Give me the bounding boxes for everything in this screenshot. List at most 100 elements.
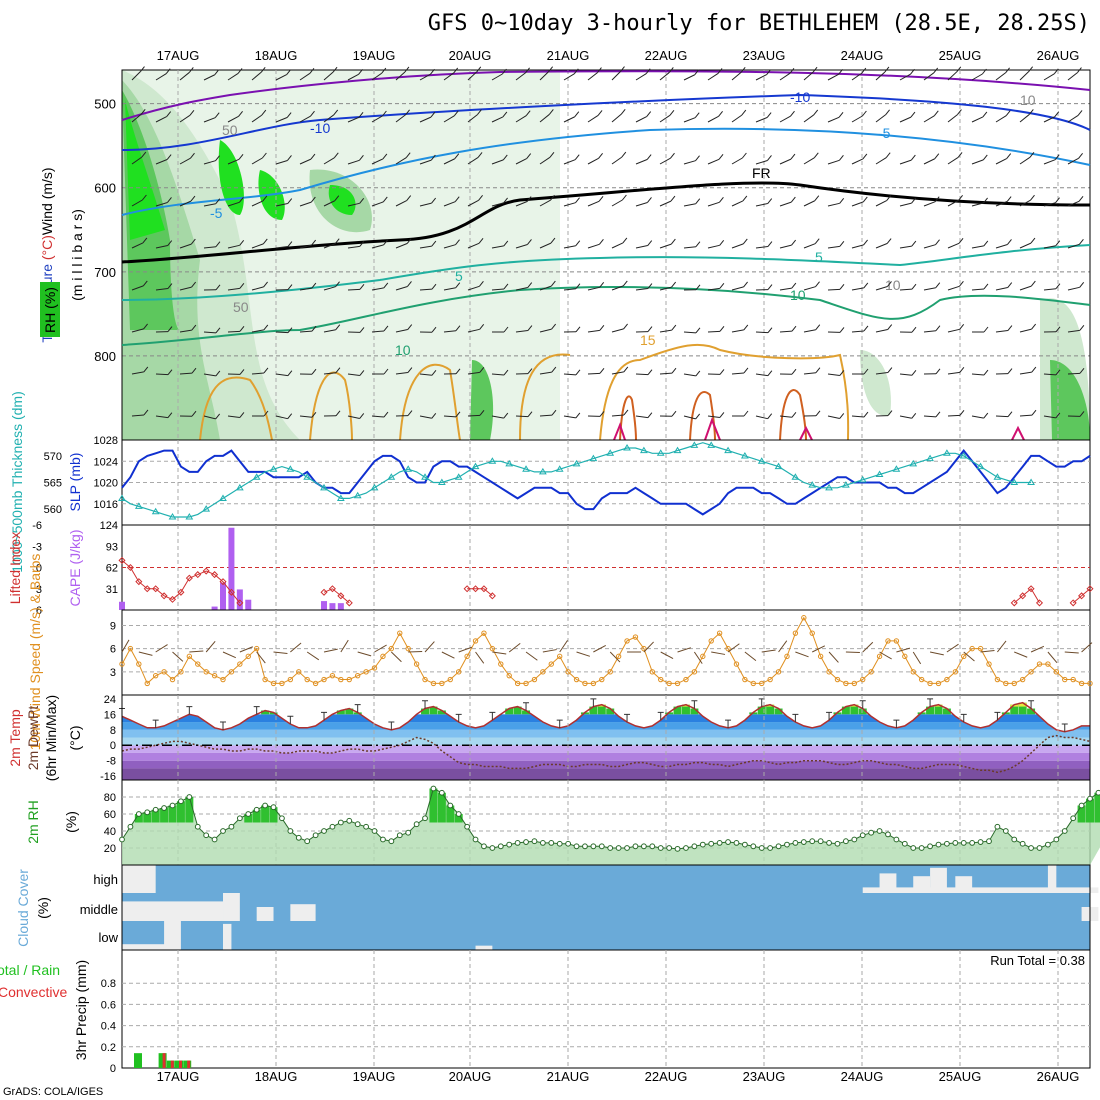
wind-barb-flag	[575, 283, 581, 290]
wind-barb-flag	[479, 367, 485, 373]
wind-barb	[995, 201, 1008, 207]
temp-contour	[689, 391, 716, 441]
wind-barb	[131, 285, 144, 291]
wind-barb	[203, 74, 216, 81]
wind-barb-flag	[743, 367, 749, 374]
rh-marker	[363, 823, 370, 830]
wind-barb-flag	[743, 410, 749, 417]
temp-contour	[121, 70, 1091, 121]
wind-barb	[395, 372, 408, 375]
wind-barb	[971, 159, 984, 165]
wind-barb-flag	[694, 69, 700, 76]
wind-barb-flag	[383, 239, 388, 246]
wind-speed-marker	[186, 653, 193, 660]
wind-barb-flag	[286, 112, 292, 118]
temp-minmax-bar	[960, 713, 967, 723]
y-tick-label: 500	[94, 97, 116, 112]
wind-barb	[515, 330, 528, 333]
wind-speed-marker	[708, 638, 714, 644]
wind-speed-marker	[1028, 669, 1034, 675]
wind-barb-10m	[239, 646, 254, 653]
wind-barb	[875, 157, 887, 165]
wind-barb-flag	[383, 282, 389, 289]
wind-barb-flag	[479, 323, 485, 330]
wind-barb	[899, 202, 912, 207]
wind-barb-flag	[166, 111, 172, 117]
wind-barb-10m	[492, 651, 507, 655]
wind-barb-flag	[767, 198, 773, 204]
wind-barb	[995, 330, 1008, 333]
wind-barb	[563, 202, 576, 207]
wind-barb-flag	[983, 283, 989, 290]
date-label-top: 26AUG	[1037, 48, 1080, 63]
wind-barb	[467, 285, 480, 291]
wind-barb-flag	[1007, 411, 1013, 417]
wind-barb-flag	[597, 110, 603, 116]
wind-barb-10m	[997, 640, 1007, 653]
wind-barb-10m	[441, 651, 455, 659]
wind-speed-marker	[144, 680, 150, 687]
rh-marker	[624, 845, 630, 851]
wind-barb-10m	[778, 640, 788, 653]
wind-barb-flag	[191, 367, 197, 374]
wind-barb-flag	[167, 412, 173, 418]
wind-speed-marker	[270, 680, 277, 687]
wind-barb-flag	[333, 152, 339, 159]
thickness-marker	[387, 473, 396, 480]
wind-barb-flag	[551, 323, 557, 330]
rh-marker	[455, 811, 462, 817]
temp-minmax-bar	[1061, 723, 1068, 732]
contour-label: 10	[885, 277, 901, 293]
temp-minmax-bar	[725, 719, 732, 728]
wind-barb-flag	[238, 111, 243, 117]
wind-barb	[251, 243, 264, 249]
wind-barb	[947, 71, 958, 81]
wind-barb	[731, 243, 744, 249]
wind-speed-marker	[1036, 661, 1043, 667]
wind-barb-flag	[1079, 368, 1085, 374]
wind-barb-flag	[215, 327, 221, 334]
wind-barb-flag	[597, 67, 602, 73]
wind-barb	[155, 116, 167, 123]
wind-barb-flag	[526, 196, 532, 202]
wind-barb-flag	[430, 111, 436, 118]
thickness-marker	[673, 446, 682, 454]
temp-band	[122, 714, 1090, 723]
wind-barb-flag	[671, 410, 677, 417]
li-marker	[1078, 592, 1086, 600]
wind-barb-flag	[1031, 409, 1037, 416]
wind-barb	[467, 328, 480, 333]
precip-tick-label: 0.8	[101, 978, 116, 990]
contour-label: 5	[815, 249, 823, 265]
wind-barb-flag	[958, 195, 963, 201]
wind-barb-10m	[795, 651, 809, 658]
cloud-block	[290, 904, 316, 921]
wind-barb	[851, 415, 864, 418]
wind-barb-flag	[381, 67, 387, 74]
rh-marker	[430, 785, 437, 792]
wind-barb	[179, 72, 190, 81]
temp-minmax-bar	[287, 715, 294, 724]
wind-speed-marker	[868, 669, 874, 675]
wind-barb	[683, 117, 696, 123]
rh-marker	[565, 840, 572, 847]
rh-marker	[582, 843, 588, 850]
wind-barb	[1019, 156, 1031, 165]
contour-label: -5	[878, 125, 891, 141]
rh-marker	[842, 838, 849, 845]
wind-barb	[947, 371, 960, 375]
wind-barb-flag	[191, 281, 197, 288]
wind-barb	[851, 330, 864, 333]
wind-barb-10m	[609, 651, 621, 663]
wind-speed-marker	[952, 669, 959, 675]
wind-barb-10m	[1081, 642, 1093, 653]
wind-speed-marker	[750, 680, 757, 687]
date-label-top: 17AUG	[157, 48, 200, 63]
wind-barb	[803, 372, 816, 375]
wind-barb-flag	[717, 68, 723, 74]
date-label-top: 24AUG	[841, 48, 884, 63]
wind-speed-marker	[918, 676, 925, 683]
rh-marker	[691, 843, 698, 850]
wind-barb-10m	[559, 640, 568, 653]
wind-barb-flag	[1053, 68, 1059, 75]
